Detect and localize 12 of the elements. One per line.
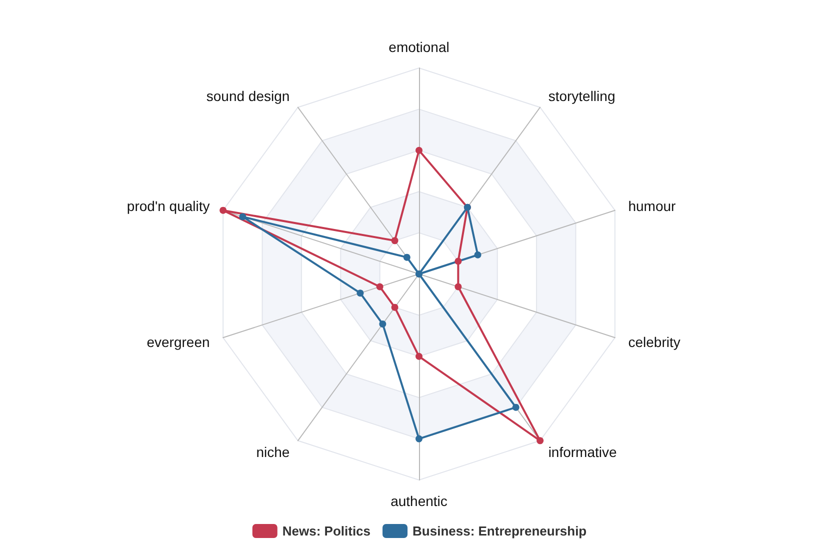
spoke-label: prod'n quality <box>126 198 210 214</box>
spoke-label: storytelling <box>548 88 616 104</box>
spoke-label: authentic <box>390 493 448 509</box>
legend-label: News: Politics <box>282 524 371 538</box>
legend-label: Business: Entrepreneurship <box>412 524 587 538</box>
spoke-label: sound design <box>206 88 290 104</box>
spoke-label: emotional <box>388 39 450 55</box>
spoke-label: niche <box>256 444 290 460</box>
spoke-label: humour <box>628 198 676 214</box>
spoke-label: evergreen <box>146 334 210 350</box>
spoke-label: informative <box>548 444 617 460</box>
spoke-label: celebrity <box>628 334 680 350</box>
